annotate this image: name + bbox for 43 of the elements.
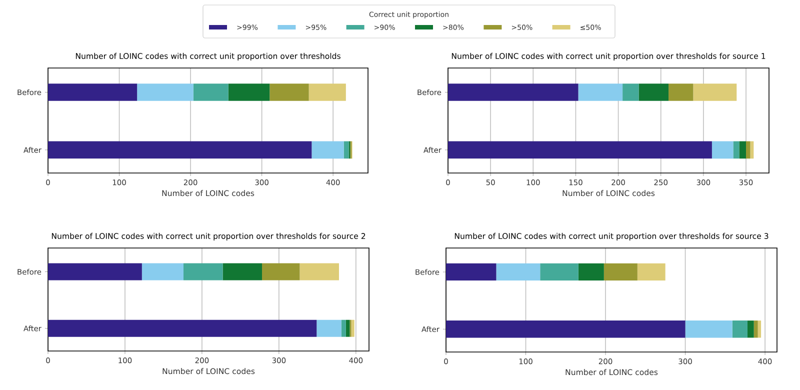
bar: [733, 141, 740, 159]
bar: [446, 320, 686, 338]
bar: [448, 141, 712, 159]
bar: [747, 320, 754, 338]
bar: [732, 320, 748, 338]
bar: [712, 141, 734, 159]
bar: [316, 320, 342, 337]
bar: [496, 263, 540, 281]
bar: [754, 320, 758, 338]
bar: [693, 84, 737, 101]
bar: [48, 84, 138, 101]
bar: [142, 263, 184, 280]
bar: [578, 84, 623, 101]
bar: [637, 263, 666, 281]
bar: [351, 320, 354, 337]
bar: [540, 263, 578, 281]
bar: [746, 141, 750, 159]
bar: [622, 84, 639, 101]
bar: [739, 141, 746, 159]
bar: [300, 263, 339, 280]
bar: [446, 263, 496, 281]
bar: [228, 84, 270, 101]
bar: [183, 263, 223, 280]
bar: [48, 263, 142, 280]
bar: [270, 84, 309, 101]
bar: [222, 263, 262, 280]
bar: [137, 84, 194, 101]
bar: [193, 84, 228, 101]
bar: [341, 320, 346, 337]
bar: [638, 84, 669, 101]
bar: [448, 84, 578, 101]
bar: [344, 141, 349, 159]
bar: [346, 320, 350, 337]
bar: [758, 320, 762, 338]
bar: [668, 84, 694, 101]
bar: [308, 84, 346, 101]
bar: [262, 263, 300, 280]
bar: [578, 263, 604, 281]
bar: [604, 263, 638, 281]
bar: [312, 141, 344, 159]
bar: [685, 320, 732, 338]
bar: [48, 320, 317, 337]
bar: [48, 141, 312, 159]
